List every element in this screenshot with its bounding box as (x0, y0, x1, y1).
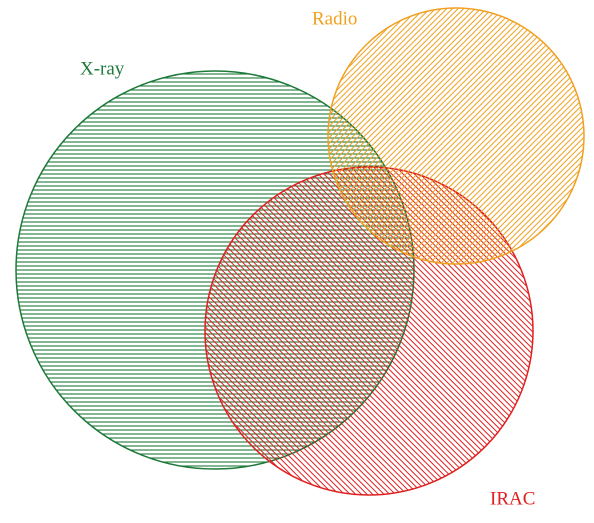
set-label: IRAC (490, 488, 535, 509)
set-label: X-ray (80, 58, 125, 79)
set-label: Radio (312, 8, 357, 29)
radio-circle (327, 7, 585, 265)
